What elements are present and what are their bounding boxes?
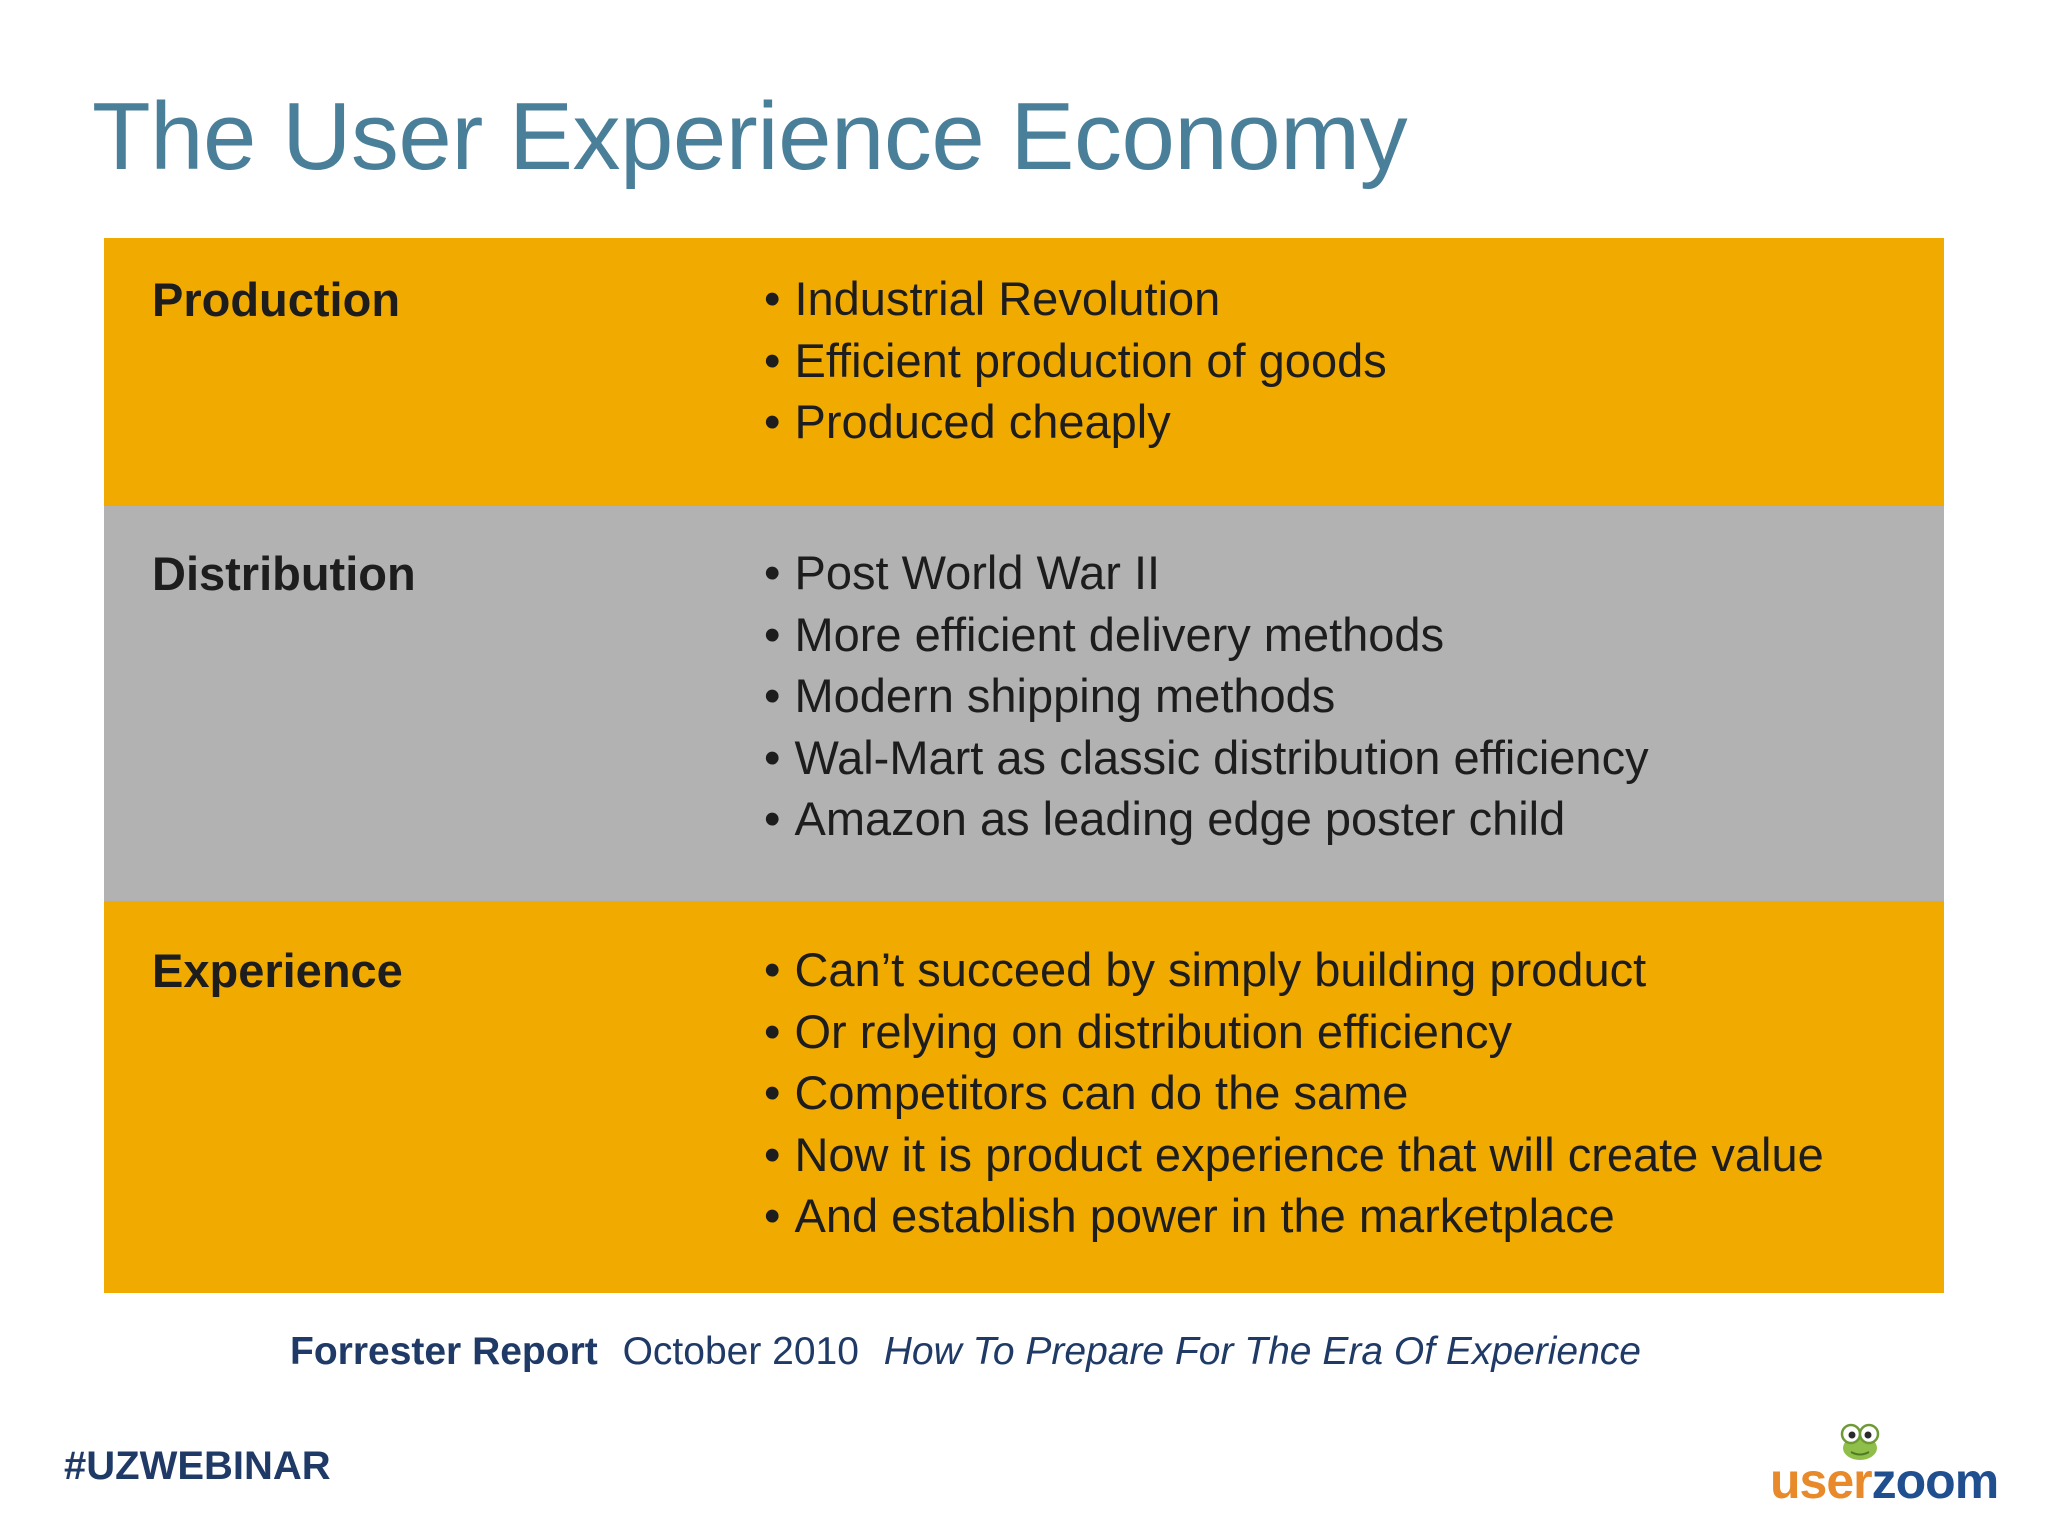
citation: Forrester Report October 2010 How To Pre… xyxy=(290,1330,1641,1374)
table-row-production: Production • Industrial Revolution • Effic… xyxy=(104,238,1944,506)
list-item: • More efficient delivery methods xyxy=(764,607,1445,661)
webinar-hashtag: #UZWEBINAR xyxy=(64,1444,331,1488)
list-item: • Produced cheaply xyxy=(764,395,1171,448)
row-label: Experience xyxy=(152,944,403,997)
row-label: Production xyxy=(152,273,401,326)
table-row-distribution: Distribution • Post World War II • More ef… xyxy=(104,506,1944,901)
list-item: • Or relying on distribution efficiency xyxy=(764,1004,1512,1058)
citation-date: October 2010 xyxy=(622,1330,859,1373)
list-item: • Can’t succeed by simply building produc… xyxy=(764,943,1647,996)
citation-report-title: How To Prepare For The Era Of Experience xyxy=(883,1330,1641,1373)
slide-title: The User Experience Economy xyxy=(92,83,1408,190)
economy-table: Production • Industrial Revolution • Effic… xyxy=(104,238,1944,1293)
row-label: Distribution xyxy=(152,547,416,600)
list-item: • Wal-Mart as classic distribution effici… xyxy=(764,730,1649,784)
list-item: • And establish power in the marketplace xyxy=(764,1189,1615,1242)
citation-source: Forrester Report xyxy=(290,1330,598,1373)
row-bullet-list: • Post World War II • More efficient deliv… xyxy=(764,542,1649,850)
table-row-experience: Experience • Can’t succeed by simply buil… xyxy=(104,901,1944,1293)
row-bullet-list: • Can’t succeed by simply building produc… xyxy=(764,939,1824,1247)
list-item: • Now it is product experience that will … xyxy=(764,1127,1824,1181)
list-item: • Post World War II xyxy=(764,546,1161,599)
list-item: • Competitors can do the same xyxy=(764,1066,1409,1119)
list-item: • Modern shipping methods xyxy=(764,669,1336,722)
frog-mascot-icon xyxy=(1840,1423,1880,1460)
userzoom-logo: userzoom xyxy=(1770,1418,2010,1509)
row-bullet-list: • Industrial Revolution • Efficient produc… xyxy=(764,268,1387,453)
list-item: • Industrial Revolution xyxy=(764,272,1221,325)
list-item: • Efficient production of goods xyxy=(764,333,1387,387)
list-item: • Amazon as leading edge poster child xyxy=(764,792,1566,845)
logo-wordmark: userzoom xyxy=(1770,1453,1999,1509)
